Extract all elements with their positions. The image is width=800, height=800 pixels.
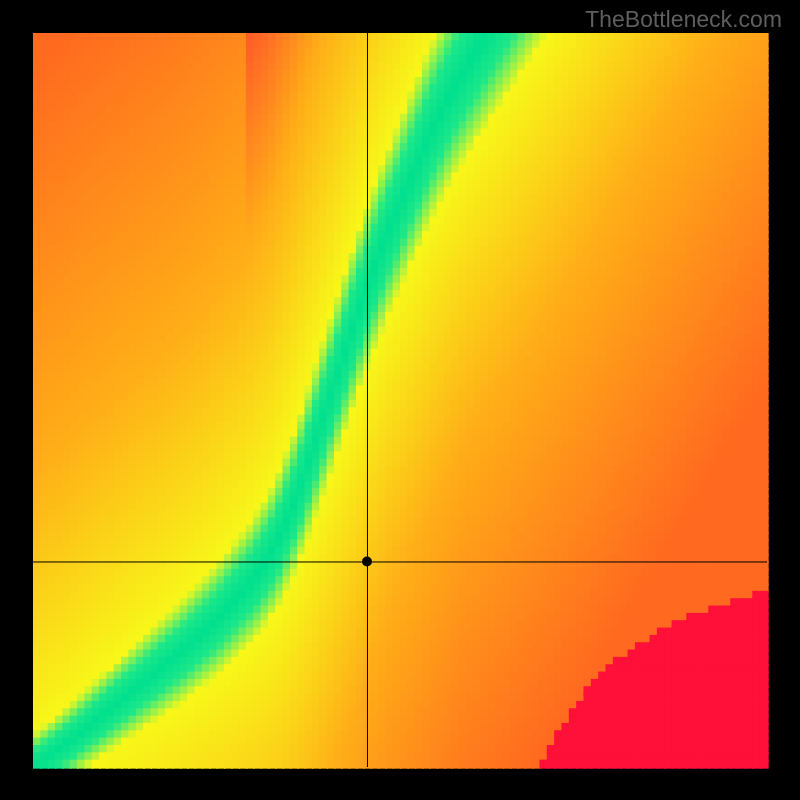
watermark-text: TheBottleneck.com [585,6,782,33]
bottleneck-heatmap [0,0,800,800]
